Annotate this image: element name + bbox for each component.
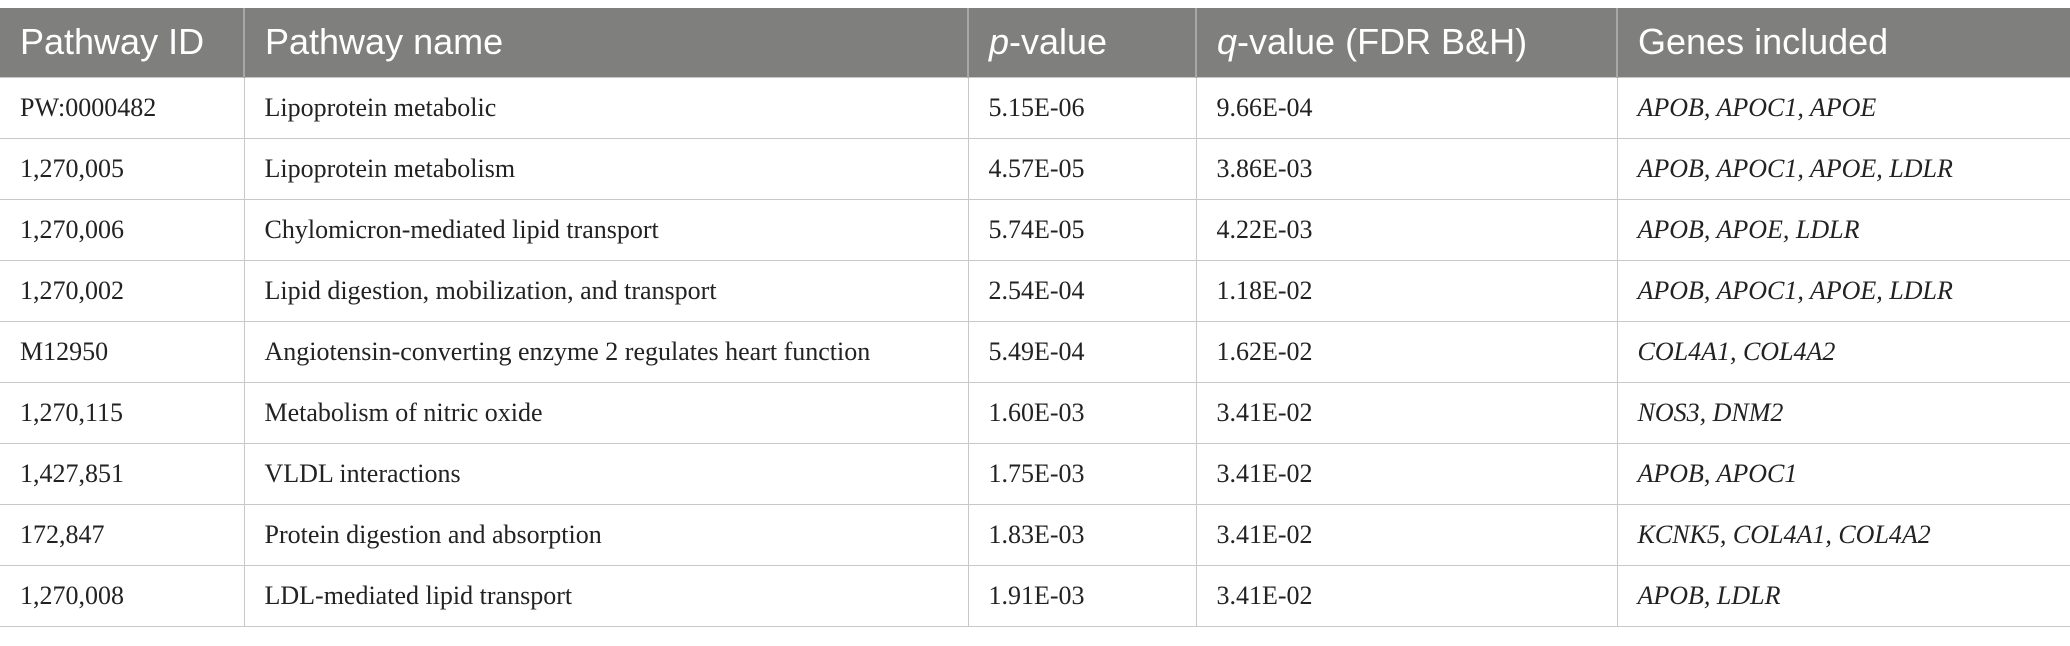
- table-row: 1,270,006 Chylomicron-mediated lipid tran…: [0, 198, 2070, 261]
- table-cell: 4.57E-05: [967, 137, 1197, 200]
- table-cell: 1.60E-03: [967, 381, 1197, 444]
- table-cell: Lipoprotein metabolic: [243, 76, 969, 139]
- header-cell: Pathway name: [243, 8, 968, 77]
- table-cell: Chylomicron-mediated lipid transport: [243, 198, 969, 261]
- table-cell: 3.86E-03: [1195, 137, 1618, 200]
- header-cell: q-value (FDR B&H): [1195, 8, 1617, 77]
- header-cell: Genes included: [1616, 8, 2070, 77]
- table-cell: 3.41E-02: [1195, 503, 1618, 566]
- table-cell: LDL-mediated lipid transport: [243, 564, 969, 627]
- table-cell: 1,270,008: [0, 564, 245, 627]
- table-cell: Protein digestion and absorption: [243, 503, 969, 566]
- table-cell: 1,427,851: [0, 442, 245, 505]
- table-cell: VLDL interactions: [243, 442, 969, 505]
- table-cell: 3.41E-02: [1195, 442, 1618, 505]
- table-cell: COL4A1, COL4A2: [1616, 320, 2070, 383]
- table-row: 172,847 Protein digestion and absorption 1…: [0, 503, 2070, 566]
- table-cell: APOB, LDLR: [1616, 564, 2070, 627]
- header-cell: Pathway ID: [0, 8, 244, 77]
- table-row: PW:0000482 Lipoprotein metabolic 5.15E-06 9…: [0, 76, 2070, 139]
- table-row: M12950 Angiotensin-converting enzyme 2 re…: [0, 320, 2070, 383]
- table-cell: 1.62E-02: [1195, 320, 1618, 383]
- table-cell: 1,270,006: [0, 198, 245, 261]
- header-text: -value (FDR B&H): [1237, 21, 1528, 63]
- table-cell: 1,270,115: [0, 381, 245, 444]
- table-cell: 1.83E-03: [967, 503, 1197, 566]
- table-body: PW:0000482 Lipoprotein metabolic 5.15E-06 9…: [0, 76, 2070, 627]
- table-cell: 5.15E-06: [967, 76, 1197, 139]
- header-text: -value: [1009, 21, 1108, 63]
- header-row: Pathway ID Pathway name p-value q-value (FD…: [0, 8, 2070, 77]
- table-cell: 172,847: [0, 503, 245, 566]
- header-cell: p-value: [967, 8, 1196, 77]
- table-cell: APOB, APOC1, APOE, LDLR: [1616, 137, 2070, 200]
- table-cell: 3.41E-02: [1195, 564, 1618, 627]
- table-cell: Metabolism of nitric oxide: [243, 381, 969, 444]
- table-cell: 1,270,005: [0, 137, 245, 200]
- table-row: 1,270,002 Lipid digestion, mobilization, …: [0, 259, 2070, 322]
- table-cell: APOB, APOC1: [1616, 442, 2070, 505]
- table-cell: NOS3, DNM2: [1616, 381, 2070, 444]
- table-cell: Lipid digestion, mobilization, and trans…: [243, 259, 969, 322]
- table-cell: 5.74E-05: [967, 198, 1197, 261]
- table-cell: APOB, APOE, LDLR: [1616, 198, 2070, 261]
- table-row: 1,270,008 LDL-mediated lipid transport 1.9…: [0, 564, 2070, 627]
- table-row: 1,427,851 VLDL interactions 1.75E-03 3.41E-…: [0, 442, 2070, 505]
- table-cell: 1,270,002: [0, 259, 245, 322]
- table-cell: M12950: [0, 320, 245, 383]
- header-italic: p: [989, 21, 1010, 63]
- table-cell: 5.49E-04: [967, 320, 1197, 383]
- table-cell: Angiotensin-converting enzyme 2 regulate…: [243, 320, 969, 383]
- table-cell: 1.18E-02: [1195, 259, 1618, 322]
- table-cell: 9.66E-04: [1195, 76, 1618, 139]
- table-cell: 2.54E-04: [967, 259, 1197, 322]
- table-cell: APOB, APOC1, APOE, LDLR: [1616, 259, 2070, 322]
- pathway-table: Pathway ID Pathway name p-value q-value (FD…: [0, 8, 2070, 627]
- table-cell: 4.22E-03: [1195, 198, 1618, 261]
- table-row: 1,270,005 Lipoprotein metabolism 4.57E-05 3…: [0, 137, 2070, 200]
- table-cell: APOB, APOC1, APOE: [1616, 76, 2070, 139]
- table-cell: 3.41E-02: [1195, 381, 1618, 444]
- table-cell: 1.75E-03: [967, 442, 1197, 505]
- table-cell: 1.91E-03: [967, 564, 1197, 627]
- table-cell: PW:0000482: [0, 76, 245, 139]
- table-row: 1,270,115 Metabolism of nitric oxide 1.60E…: [0, 381, 2070, 444]
- table-cell: KCNK5, COL4A1, COL4A2: [1616, 503, 2070, 566]
- header-italic: q: [1217, 21, 1238, 63]
- table-cell: Lipoprotein metabolism: [243, 137, 969, 200]
